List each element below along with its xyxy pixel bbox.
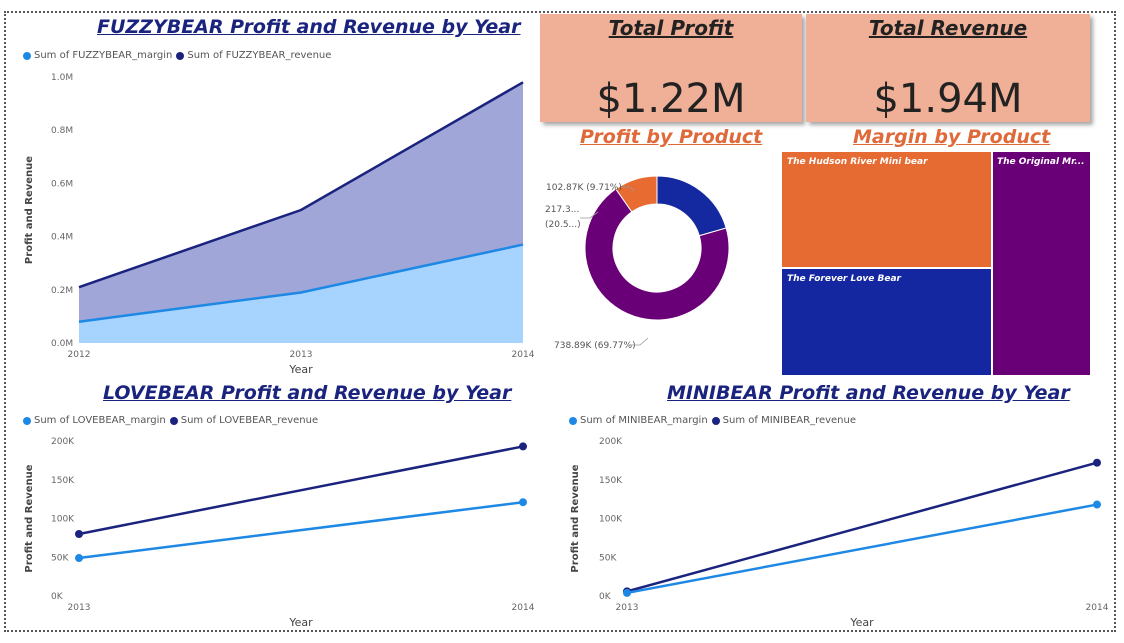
treemap-tile-original[interactable]: The Original Mr... <box>993 152 1090 375</box>
treemap-label: The Hudson River Mini bear <box>787 157 928 167</box>
total-profit-value: $1.22M <box>596 76 746 122</box>
y-tick-label: 0.8M <box>51 126 73 136</box>
legend-label: Sum of LOVEBEAR_margin <box>34 415 166 426</box>
y-tick-label: 0.4M <box>51 233 73 243</box>
x-tick-label: 2014 <box>1086 603 1108 613</box>
legend-item-margin[interactable]: Sum of FUZZYBEAR_margin <box>23 50 172 61</box>
donut-data-label: (20.5...) <box>545 220 581 230</box>
treemap-tile-hudson[interactable]: The Hudson River Mini bear <box>782 152 991 267</box>
leader-line <box>630 337 649 346</box>
legend-item-margin[interactable]: Sum of LOVEBEAR_margin <box>23 415 166 426</box>
donut-data-label: 738.89K (69.77%) <box>554 341 636 351</box>
treemap-label: The Original Mr... <box>997 157 1085 167</box>
series-line-margin <box>626 503 1098 595</box>
data-point <box>1093 458 1101 467</box>
x-tick-label: 2014 <box>512 350 535 360</box>
love-line-chart[interactable]: 0K 50K 100K 150K 200K 2013 2014 Year Profit and … <box>18 430 538 630</box>
legend-dot-icon <box>23 51 31 60</box>
y-tick-label: 50K <box>51 553 69 563</box>
mini-line-chart[interactable]: 0K 50K 100K 150K 200K 2013 2014 Year Profit and … <box>564 430 1108 630</box>
treemap-tile-forever[interactable]: The Forever Love Bear <box>782 269 991 375</box>
love-legend[interactable]: Sum of LOVEBEAR_margin Sum of LOVEBEAR_r… <box>23 415 322 426</box>
y-tick-label: 200K <box>599 437 623 447</box>
leader-line <box>580 211 599 219</box>
data-point <box>75 530 83 538</box>
legend-item-revenue[interactable]: Sum of MINIBEAR_revenue <box>711 415 857 426</box>
y-tick-label: 200K <box>51 437 75 447</box>
legend-label: Sum of LOVEBEAR_revenue <box>180 415 319 426</box>
y-tick-label: 0K <box>51 592 64 602</box>
x-axis-label: Year <box>849 616 874 629</box>
series-line-revenue <box>78 445 524 536</box>
data-point <box>519 498 527 507</box>
x-tick-label: 2013 <box>616 603 639 613</box>
y-axis-label: Profit and Revenue <box>570 464 581 572</box>
legend-label: Sum of MINIBEAR_revenue <box>722 415 857 426</box>
mini-legend[interactable]: Sum of MINIBEAR_margin Sum of MINIBEAR_r… <box>569 415 860 426</box>
y-tick-label: 100K <box>599 515 623 525</box>
legend-dot-icon <box>23 416 31 425</box>
leader-line <box>622 186 635 192</box>
fuzzy-legend[interactable]: Sum of FUZZYBEAR_margin Sum of FUZZYBEAR… <box>23 50 335 61</box>
dashboard-frame <box>4 11 1116 632</box>
x-axis-label: Year <box>288 363 313 376</box>
data-point <box>623 588 631 597</box>
treemap-label: The Forever Love Bear <box>787 274 901 284</box>
donut-slice <box>584 188 730 321</box>
series-line-revenue <box>78 81 524 289</box>
x-axis-label: Year <box>288 616 313 629</box>
total-revenue-title: Total Revenue <box>868 16 1028 40</box>
y-tick-label: 1.0M <box>51 73 73 83</box>
y-axis-label: Profit and Revenue <box>24 156 35 264</box>
legend-label: Sum of FUZZYBEAR_revenue <box>187 50 332 61</box>
total-revenue-card[interactable]: Total Revenue $1.94M <box>806 14 1090 122</box>
series-line-margin <box>78 243 524 323</box>
series-line-margin <box>78 500 524 560</box>
data-point <box>519 442 527 451</box>
total-revenue-value: $1.94M <box>873 76 1023 122</box>
total-profit-title: Total Profit <box>608 16 734 40</box>
donut-data-label: 217.3... <box>545 205 579 215</box>
y-tick-label: 0.0M <box>51 339 73 349</box>
legend-dot-icon <box>569 416 577 425</box>
x-tick-label: 2013 <box>290 350 313 360</box>
legend-item-revenue[interactable]: Sum of LOVEBEAR_revenue <box>169 415 319 426</box>
legend-label: Sum of FUZZYBEAR_margin <box>34 50 173 61</box>
x-tick-label: 2013 <box>68 603 91 613</box>
x-tick-label: 2014 <box>512 603 535 613</box>
y-tick-label: 150K <box>599 476 623 486</box>
y-tick-label: 0.6M <box>51 179 73 189</box>
y-tick-label: 100K <box>51 515 75 525</box>
y-tick-label: 150K <box>51 476 75 486</box>
data-point <box>75 554 83 563</box>
legend-item-revenue[interactable]: Sum of FUZZYBEAR_revenue <box>176 50 331 61</box>
y-tick-label: 50K <box>599 553 617 563</box>
donut-slice <box>656 175 727 237</box>
legend-label: Sum of MINIBEAR_margin <box>580 415 708 426</box>
legend-dot-icon <box>169 416 178 425</box>
y-axis-label: Profit and Revenue <box>24 464 35 572</box>
total-profit-card[interactable]: Total Profit $1.22M <box>540 14 802 122</box>
x-tick-label: 2012 <box>68 350 91 360</box>
margin-treemap[interactable]: The Hudson River Mini bear The Forever L… <box>782 152 1090 375</box>
series-line-revenue <box>626 461 1098 593</box>
y-tick-label: 0K <box>599 592 612 602</box>
legend-item-margin[interactable]: Sum of MINIBEAR_margin <box>569 415 708 426</box>
profit-donut-chart[interactable]: 102.87K (9.71%) 217.3... (20.5...) 738.89K … <box>540 160 780 360</box>
love-chart-title: LOVEBEAR Profit and Revenue by Year <box>103 382 512 404</box>
donut-data-label: 102.87K (9.71%) <box>546 183 622 193</box>
margin-by-product-title: Margin by Product <box>853 126 1051 148</box>
legend-dot-icon <box>711 416 720 425</box>
profit-by-product-title: Profit by Product <box>580 126 763 148</box>
y-tick-label: 0.2M <box>51 286 73 296</box>
data-point <box>1093 500 1101 509</box>
fuzzy-area-chart[interactable]: 0.0M 0.2M 0.4M 0.6M 0.8M 1.0M 2012 2013 2014 Year… <box>18 66 538 376</box>
mini-chart-title: MINIBEAR Profit and Revenue by Year <box>667 382 1070 404</box>
legend-dot-icon <box>176 51 185 60</box>
fuzzy-chart-title: FUZZYBEAR Profit and Revenue by Year <box>97 16 521 38</box>
